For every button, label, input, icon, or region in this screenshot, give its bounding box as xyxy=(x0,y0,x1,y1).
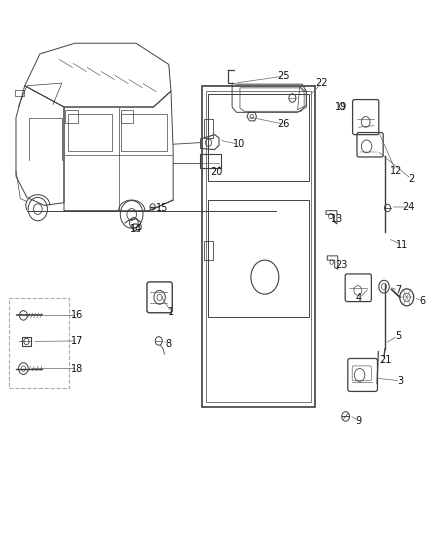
Bar xyxy=(9,298,69,387)
Bar xyxy=(121,110,133,123)
Text: 17: 17 xyxy=(71,336,83,346)
Bar xyxy=(204,241,213,260)
Text: 9: 9 xyxy=(356,416,362,426)
Text: 20: 20 xyxy=(211,167,223,177)
Text: 12: 12 xyxy=(390,166,402,176)
Text: 11: 11 xyxy=(396,240,409,250)
Text: 23: 23 xyxy=(335,261,347,270)
Text: 1: 1 xyxy=(168,306,174,317)
Text: 24: 24 xyxy=(403,202,415,212)
Text: 19: 19 xyxy=(335,102,347,112)
Bar xyxy=(201,86,315,407)
Text: 10: 10 xyxy=(233,139,245,149)
Bar xyxy=(68,115,112,151)
Text: 6: 6 xyxy=(419,296,425,306)
Bar xyxy=(208,94,308,181)
Text: 15: 15 xyxy=(156,203,169,213)
Text: 5: 5 xyxy=(395,330,401,341)
Bar xyxy=(204,119,213,138)
Text: 18: 18 xyxy=(71,364,83,374)
Bar xyxy=(65,110,78,123)
Text: 21: 21 xyxy=(380,354,392,365)
Bar xyxy=(200,154,221,167)
Text: 13: 13 xyxy=(331,214,343,224)
Bar xyxy=(208,200,308,317)
Text: 7: 7 xyxy=(395,286,401,295)
Text: 3: 3 xyxy=(397,376,403,386)
Text: 26: 26 xyxy=(277,119,290,129)
Text: 14: 14 xyxy=(130,224,142,235)
Bar xyxy=(14,90,24,96)
Text: 8: 8 xyxy=(166,338,172,349)
Bar xyxy=(21,337,31,346)
Bar xyxy=(206,91,311,402)
Text: 16: 16 xyxy=(71,310,83,320)
Bar xyxy=(121,115,166,151)
Text: 22: 22 xyxy=(315,78,328,88)
Text: 4: 4 xyxy=(356,293,362,303)
Text: 25: 25 xyxy=(277,71,290,81)
Text: 2: 2 xyxy=(408,174,414,184)
